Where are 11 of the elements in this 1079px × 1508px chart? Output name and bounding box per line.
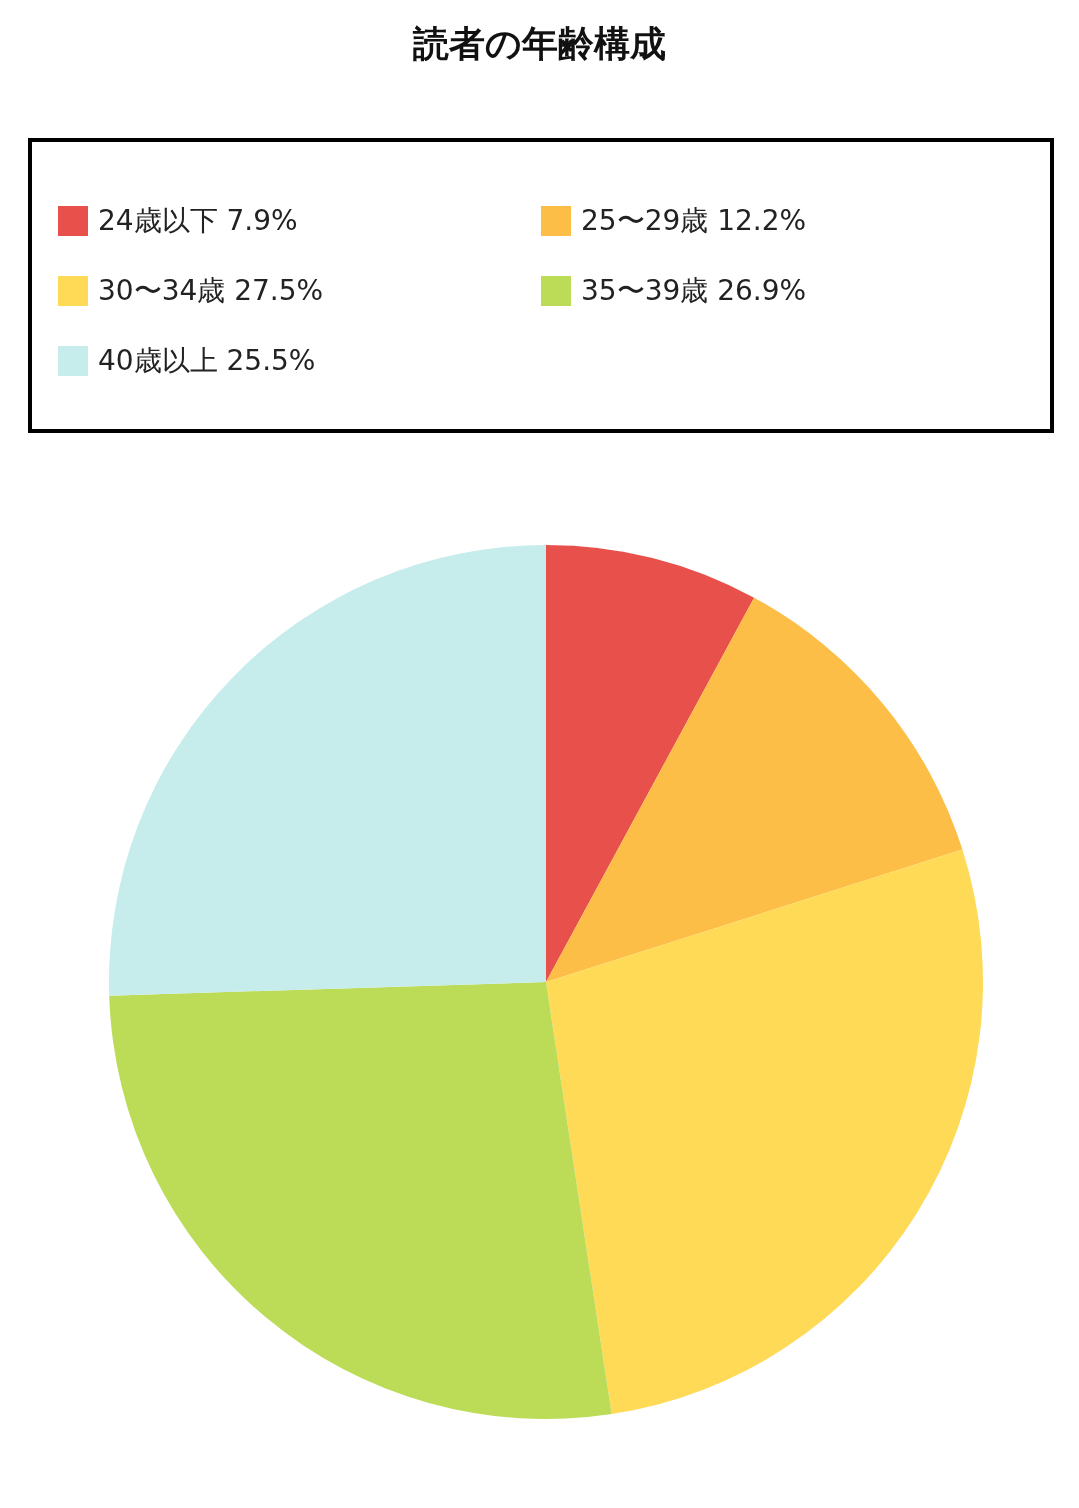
legend-label: 25〜29歳 12.2% <box>581 203 807 239</box>
pie-slice <box>109 545 546 996</box>
legend-label: 40歳以上 25.5% <box>98 343 316 379</box>
chart-title: 読者の年齢構成 <box>411 22 667 66</box>
pie-slice <box>109 982 612 1419</box>
pie-slice <box>546 849 983 1415</box>
legend-label: 30〜34歳 27.5% <box>98 273 324 309</box>
legend-label: 35〜39歳 26.9% <box>581 273 807 309</box>
pie-slice <box>546 545 755 982</box>
legend-label: 24歳以下 7.9% <box>98 203 298 239</box>
pie-slice <box>546 597 963 982</box>
